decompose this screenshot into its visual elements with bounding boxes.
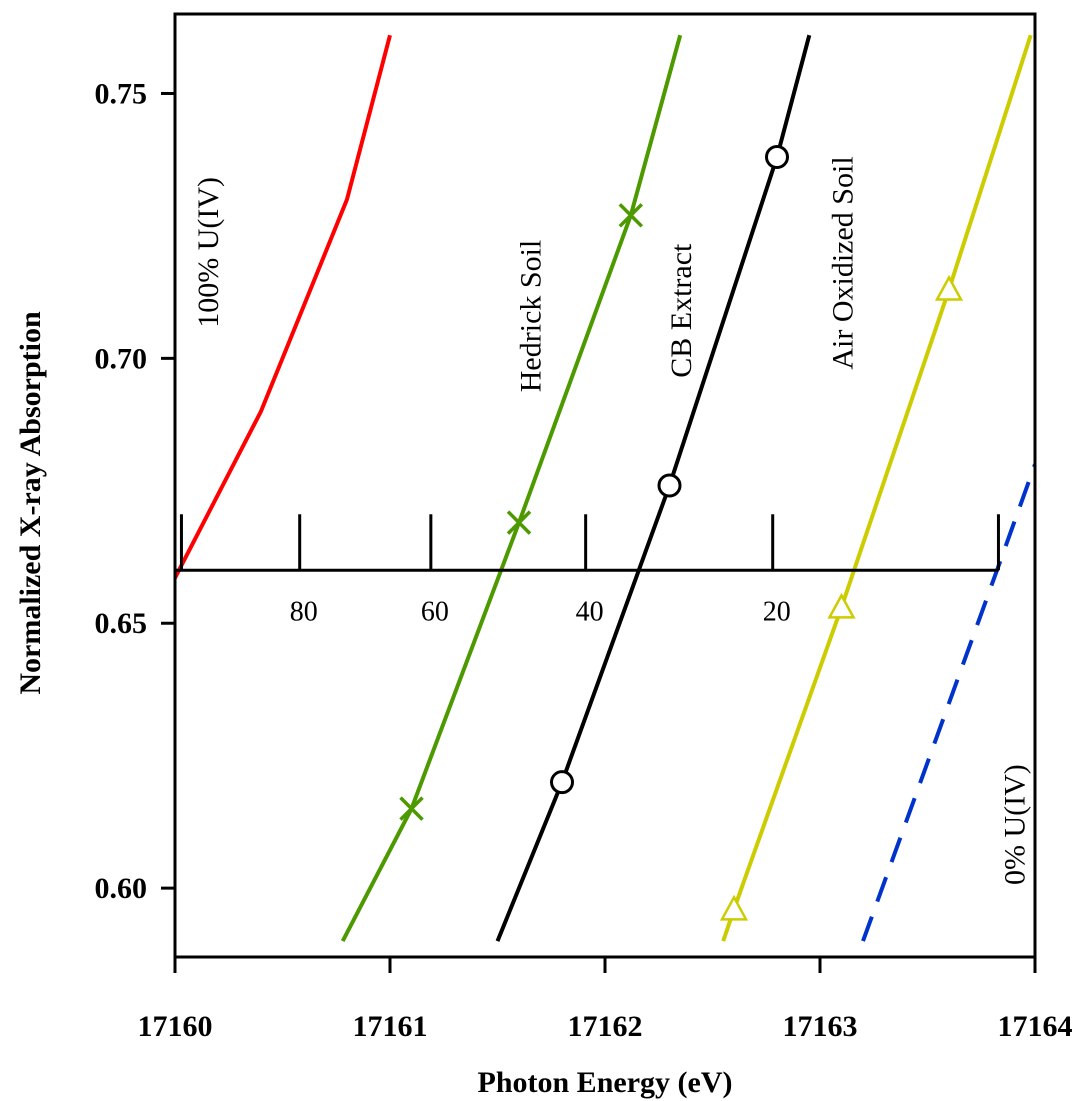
y-axis-title: Normalized X-ray Absorption xyxy=(14,311,47,695)
series-line-cb-extract xyxy=(495,34,812,942)
marker-cb-extract xyxy=(765,145,789,170)
x-tick-label: 17164 xyxy=(998,1010,1073,1043)
marker-air-oxidized-soil xyxy=(827,592,856,619)
y-tick-label: 0.60 xyxy=(95,872,148,905)
y-tick-label: 0.70 xyxy=(95,342,148,375)
inner-axis-tick-label: 40 xyxy=(576,596,604,627)
marker-hedrick-soil xyxy=(399,796,424,821)
marker-air-oxidized-soil xyxy=(934,274,964,301)
annotation-hedrick-soil: Hedrick Soil xyxy=(515,240,548,392)
annotations: 100% U(IV) Hedrick Soil CB Extract Air Oxid… xyxy=(192,156,1031,885)
inner-axis-tick-label: 80 xyxy=(290,596,318,627)
series-line-100-u-iv xyxy=(175,34,392,583)
x-tick-label: 17163 xyxy=(783,1010,858,1043)
annotation-100-u-iv: 100% U(IV) xyxy=(192,177,225,328)
inner-axis: 80 60 40 20 xyxy=(175,514,1000,627)
y-axis: 0.60 0.65 0.70 0.75 xyxy=(95,77,175,905)
series-layer xyxy=(175,34,1035,943)
y-tick-label: 0.65 xyxy=(95,607,148,640)
series-line-hedrick-soil xyxy=(340,34,683,943)
inner-axis-tick-label: 20 xyxy=(763,596,791,627)
annotation-cb-extract: CB Extract xyxy=(665,243,698,378)
x-axis-title: Photon Energy (eV) xyxy=(478,1066,733,1099)
marker-hedrick-soil xyxy=(506,510,532,535)
annotation-0-u-iv: 0% U(IV) xyxy=(998,764,1031,885)
inner-axis-tick-label: 60 xyxy=(421,596,449,627)
plot-frame xyxy=(173,12,1037,959)
marker-cb-extract xyxy=(550,770,574,795)
marker-cb-extract xyxy=(657,473,682,498)
series-line-0-u-iv xyxy=(861,463,1035,942)
marker-hedrick-soil xyxy=(618,203,644,228)
x-tick-label: 17162 xyxy=(568,1010,643,1043)
annotation-air-oxidized-soil: Air Oxidized Soil xyxy=(826,156,859,369)
series-line-air-oxidized-soil xyxy=(721,34,1033,942)
y-tick-label: 0.75 xyxy=(95,77,148,110)
x-tick-label: 17161 xyxy=(353,1010,428,1043)
x-axis: 17160 17161 17162 17163 17164 xyxy=(138,957,1073,1043)
marker-air-oxidized-soil xyxy=(719,894,749,921)
marker-layer xyxy=(399,145,964,921)
x-tick-label: 17160 xyxy=(138,1010,213,1043)
